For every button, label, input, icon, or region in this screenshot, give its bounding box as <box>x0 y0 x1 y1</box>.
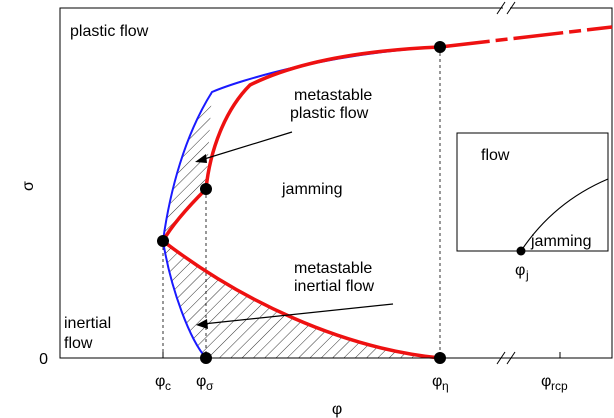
red-curve-lower <box>161 239 441 360</box>
inset-panel: flow jamming φ j <box>456 132 609 282</box>
x-tick-label-phi-sigma: φ σ <box>196 373 214 393</box>
x-tick-sub: c <box>165 379 171 393</box>
annotation-metastable-plastic-line2: plastic flow <box>290 105 369 122</box>
x-axis-break-mark <box>506 351 516 365</box>
x-tick-label-phi-c: φ c <box>155 373 171 393</box>
point-phi-c <box>157 235 169 247</box>
inset-jamming-label: jamming <box>530 233 591 250</box>
x-tick-sub: η <box>442 379 449 393</box>
x-tick-label-phi-eta: φ η <box>432 373 449 393</box>
point-phi-eta-top <box>434 41 446 53</box>
region-inertial-flow-line1: inertial <box>64 315 111 332</box>
x-tick-main: φ <box>196 373 206 390</box>
y-axis-label: σ <box>20 181 37 191</box>
top-axis-break-mark <box>506 1 516 15</box>
annotation-metastable-inertial-line2: inertial flow <box>294 278 374 295</box>
inset-point-phi-j <box>516 246 526 256</box>
inset-xtick-main: φ <box>515 262 525 279</box>
arrow-metastable-inertial-head <box>196 319 208 329</box>
region-jamming: jamming <box>281 181 342 198</box>
top-axis-break-mark <box>496 1 506 15</box>
arrow-metastable-plastic <box>200 131 293 161</box>
annotation-metastable-inertial-line1: metastable <box>294 260 372 277</box>
region-inertial-flow-line2: flow <box>64 335 93 352</box>
x-axis-label: φ <box>332 401 342 418</box>
red-curve-upper-extension <box>439 25 613 49</box>
point-phi-sigma <box>200 183 212 195</box>
annotation-metastable-plastic-line1: metastable <box>294 87 372 104</box>
x-tick-sub: σ <box>206 379 214 393</box>
region-plastic-flow: plastic flow <box>70 23 149 40</box>
metastable-inertial-hatch <box>163 241 440 358</box>
x-tick-main: φ <box>541 373 551 390</box>
point-phi-sigma-zero <box>200 352 212 364</box>
inset-xtick-sub: j <box>525 268 529 282</box>
arrow-metastable-inertial <box>202 303 394 325</box>
x-tick-main: φ <box>155 373 165 390</box>
arrow-metastable-plastic-head <box>195 154 207 163</box>
metastable-plastic-hatch <box>163 92 212 241</box>
y-zero-label: 0 <box>39 351 48 368</box>
inset-flow-label: flow <box>481 147 510 164</box>
x-tick-label-phi-rcp: φ rcp <box>541 373 568 393</box>
red-curve-upper <box>161 45 441 242</box>
inset-curve <box>520 178 609 252</box>
point-phi-eta-zero <box>434 352 446 364</box>
top-axis-gap <box>503 5 510 11</box>
x-tick-main: φ <box>432 373 442 390</box>
x-axis-break-mark <box>496 351 506 365</box>
x-tick-sub: rcp <box>551 379 568 393</box>
